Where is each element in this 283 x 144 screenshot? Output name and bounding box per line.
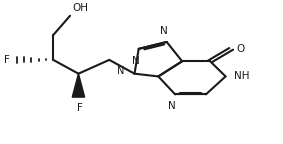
Text: NH: NH <box>234 71 250 81</box>
Text: N: N <box>132 56 140 66</box>
Text: N: N <box>160 26 168 36</box>
Text: O: O <box>237 44 245 54</box>
Text: F: F <box>4 55 10 65</box>
Text: F: F <box>77 103 83 113</box>
Text: N: N <box>117 66 125 76</box>
Polygon shape <box>72 74 85 97</box>
Text: N: N <box>168 101 176 111</box>
Text: OH: OH <box>73 3 89 13</box>
